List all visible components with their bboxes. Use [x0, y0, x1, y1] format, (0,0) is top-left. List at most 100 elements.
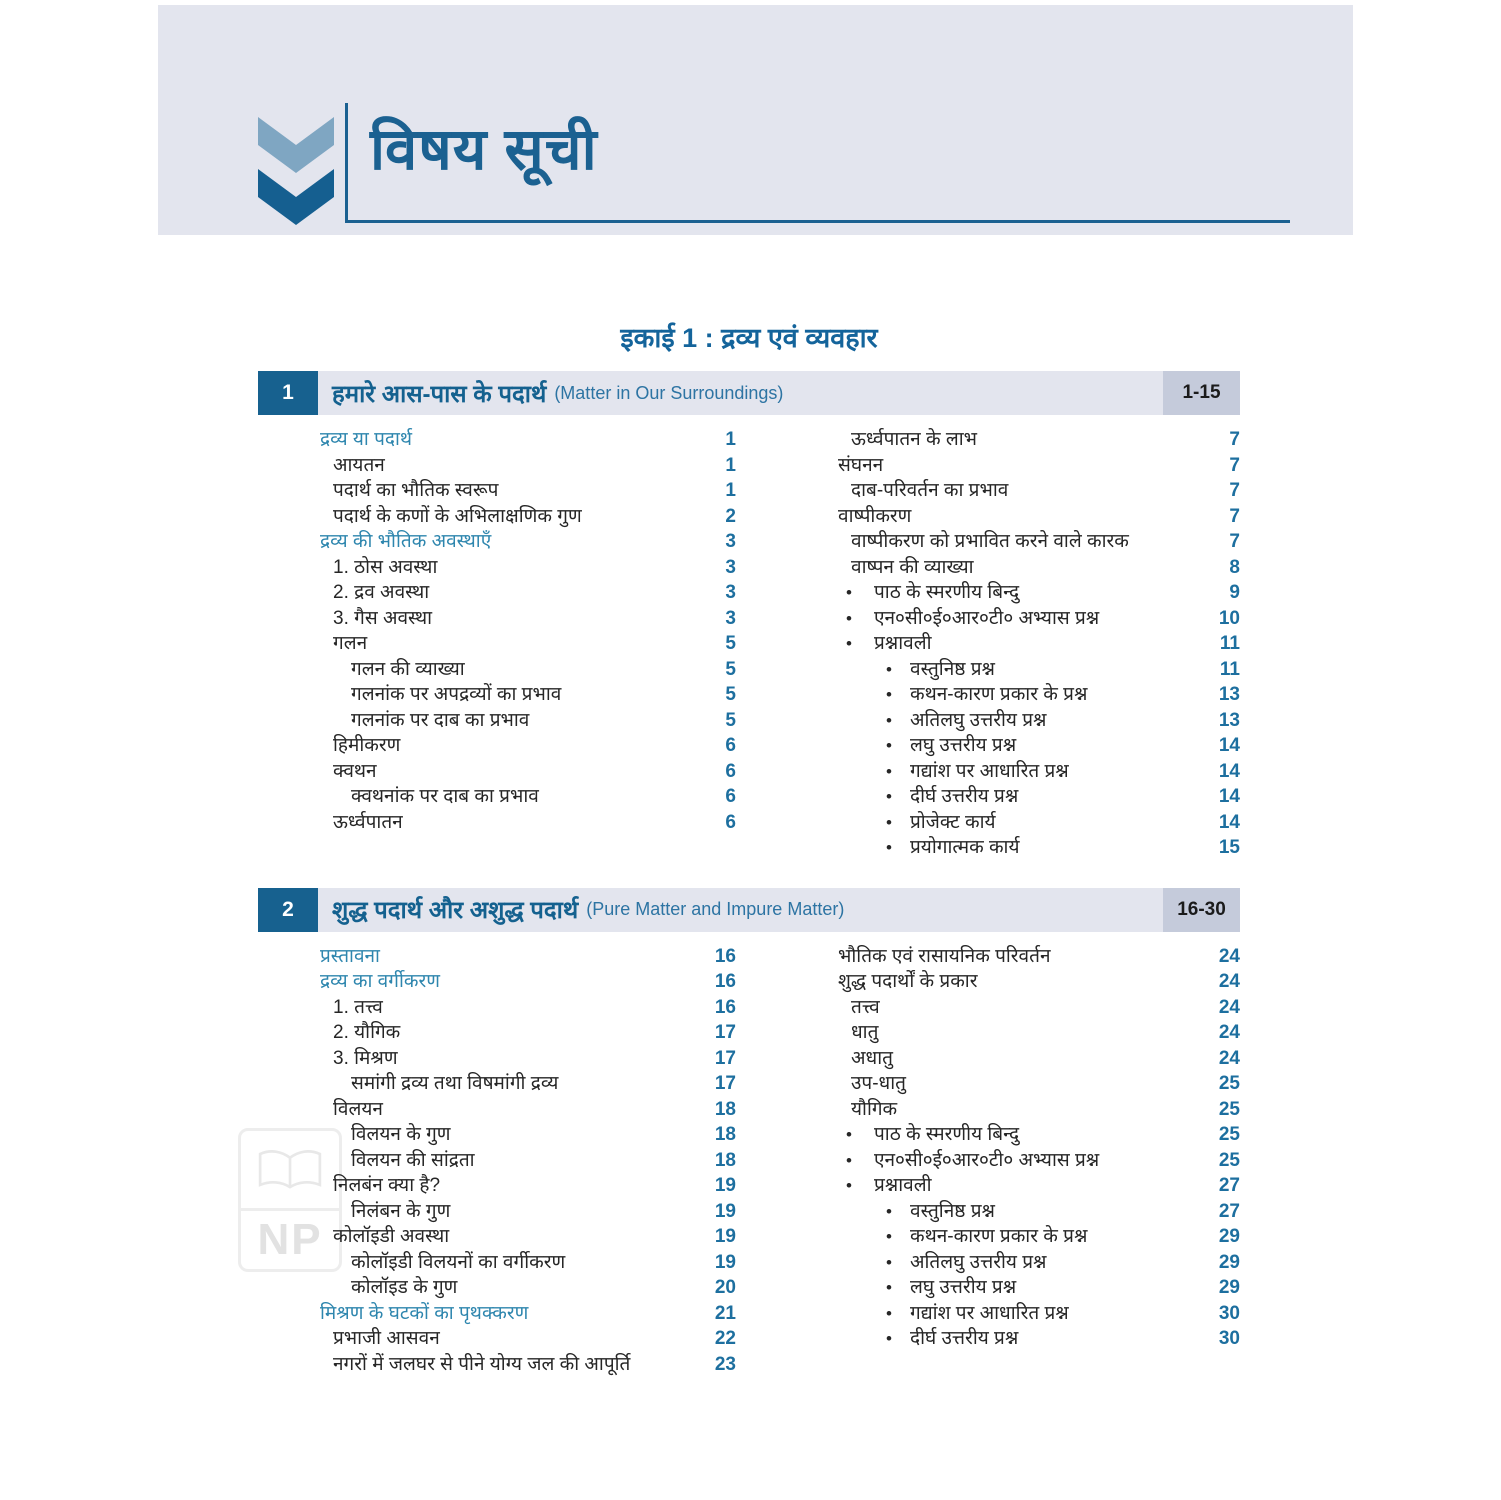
- entry-page: 18: [714, 1149, 736, 1171]
- entry-page: 17: [714, 1073, 736, 1094]
- toc-entry: 2. यौगिक 17: [320, 1020, 736, 1046]
- toc-entry: गलनांक पर दाब का प्रभाव 5: [320, 708, 736, 734]
- entry-label: शुद्ध पदार्थों के प्रकार: [838, 971, 978, 992]
- toc-entry: द्रव्य का वर्गीकरण 16: [320, 969, 736, 995]
- chapter-title-english: (Pure Matter and Impure Matter): [586, 899, 845, 919]
- entry-label: निलंबन के गुण: [351, 1200, 451, 1222]
- bullet-icon: •: [886, 710, 892, 730]
- entry-label: कोलॉइडी विलयनों का वर्गीकरण: [351, 1251, 566, 1273]
- toc-entry: • लघु उत्तरीय प्रश्न 14: [838, 733, 1240, 759]
- entry-page: 23: [714, 1353, 736, 1375]
- entry-page: 1: [725, 429, 736, 450]
- entry-page: 6: [725, 811, 736, 833]
- toc-entry: विलयन के गुण 18: [320, 1122, 736, 1148]
- entry-label: हिमीकरण: [333, 735, 401, 756]
- entry-page: 3: [725, 607, 736, 629]
- entry-page: 7: [1229, 480, 1240, 501]
- toc-columns: द्रव्य या पदार्थ 1 आयतन 1 पदार्थ का भौति…: [258, 427, 1240, 861]
- publisher-watermark: NP: [238, 1128, 342, 1272]
- entry-page: 7: [1229, 454, 1240, 476]
- open-book-icon: [241, 1131, 339, 1211]
- entry-page: 5: [725, 633, 736, 654]
- bullet-icon: •: [886, 1329, 892, 1348]
- entry-page: 19: [714, 1175, 736, 1196]
- bullet-icon: •: [846, 583, 852, 602]
- entry-label: दाब-परिवर्तन का प्रभाव: [851, 480, 1009, 501]
- bullet-icon: •: [886, 1252, 892, 1272]
- watermark-text: NP: [257, 1215, 323, 1264]
- entry-label: प्रोजेक्ट कार्य: [910, 811, 996, 833]
- toc-entry: 1. ठोस अवस्था 3: [320, 555, 736, 581]
- entry-page: 18: [714, 1124, 736, 1145]
- entry-page: 1: [725, 454, 736, 476]
- entry-page: 25: [1218, 1149, 1240, 1171]
- entry-page: 14: [1218, 760, 1240, 782]
- entry-page: 14: [1218, 786, 1240, 807]
- entry-label: प्रभाजी आसवन: [333, 1328, 440, 1349]
- entry-label: पाठ के स्मरणीय बिन्दु: [874, 1124, 1020, 1145]
- entry-label: कोलॉइड के गुण: [351, 1277, 458, 1298]
- entry-label: ऊर्ध्वपातन: [333, 811, 403, 833]
- entry-label: विलयन की सांद्रता: [351, 1149, 475, 1171]
- entry-label: क्वथनांक पर दाब का प्रभाव: [351, 786, 539, 807]
- toc-entry: प्रभाजी आसवन 22: [320, 1326, 736, 1352]
- entry-label: अतिलघु उत्तरीय प्रश्न: [910, 1251, 1047, 1273]
- entry-label: दीर्घ उत्तरीय प्रश्न: [910, 786, 1019, 807]
- toc-entry: 1. तत्त्व 16: [320, 995, 736, 1021]
- entry-page: 16: [714, 945, 736, 967]
- chapter-bar: 2 शुद्ध पदार्थ और अशुद्ध पदार्थ (Pure Ma…: [258, 887, 1240, 932]
- toc-entry: निलबंन क्या है? 19: [320, 1173, 736, 1199]
- toc-entry: • प्रश्नावली 11: [838, 631, 1240, 657]
- entry-page: 11: [1219, 658, 1240, 680]
- title-rule-horizontal: [345, 220, 1290, 223]
- entry-label: एन०सी०ई०आर०टी० अभ्यास प्रश्न: [874, 1149, 1100, 1171]
- entry-label: गद्यांश पर आधारित प्रश्न: [910, 760, 1069, 782]
- toc-entry: विलयन 18: [320, 1097, 736, 1123]
- toc-entry: • पाठ के स्मरणीय बिन्दु 9: [838, 580, 1240, 606]
- entry-label: आयतन: [333, 454, 385, 476]
- entry-label: एन०सी०ई०आर०टी० अभ्यास प्रश्न: [874, 607, 1100, 629]
- entry-label: गलन की व्याख्या: [351, 658, 465, 680]
- toc-entry: • अतिलघु उत्तरीय प्रश्न 29: [838, 1250, 1240, 1276]
- bullet-icon: •: [886, 787, 892, 806]
- entry-page: 29: [1218, 1277, 1240, 1298]
- entry-label: 2. यौगिक: [333, 1022, 401, 1043]
- toc-entry: कोलॉइडी अवस्था 19: [320, 1224, 736, 1250]
- entry-label: वस्तुनिष्ठ प्रश्न: [910, 1200, 995, 1222]
- toc-entry: धातु 24: [838, 1020, 1240, 1046]
- bullet-icon: •: [846, 1150, 852, 1170]
- entry-page: 14: [1218, 811, 1240, 833]
- entry-label: 1. तत्त्व: [333, 996, 383, 1018]
- entry-label: तत्त्व: [851, 996, 880, 1018]
- toc-entry: • अतिलघु उत्तरीय प्रश्न 13: [838, 708, 1240, 734]
- double-chevron-logo-icon: [258, 117, 334, 225]
- toc-column-right: भौतिक एवं रासायनिक परिवर्तन 24 शुद्ध पदा…: [838, 944, 1240, 1378]
- chapters: 1 हमारे आस-पास के पदार्थ (Matter in Our …: [258, 371, 1240, 1377]
- toc-entry: • पाठ के स्मरणीय बिन्दु 25: [838, 1122, 1240, 1148]
- toc-entry: 2. द्रव अवस्था 3: [320, 580, 736, 606]
- entry-label: निलबंन क्या है?: [333, 1175, 441, 1196]
- entry-page: 5: [725, 658, 736, 680]
- toc-entry: पदार्थ के कणों के अभिलाक्षणिक गुण 2: [320, 504, 736, 530]
- entry-page: 19: [714, 1200, 736, 1222]
- toc-entry: समांगी द्रव्य तथा विषमांगी द्रव्य 17: [320, 1071, 736, 1097]
- entry-page: 16: [714, 971, 736, 992]
- chapter-section: 2 शुद्ध पदार्थ और अशुद्ध पदार्थ (Pure Ma…: [258, 887, 1240, 1378]
- chapter-title: हमारे आस-पास के पदार्थ (Matter in Our Su…: [318, 371, 1163, 415]
- entry-label: लघु उत्तरीय प्रश्न: [910, 1277, 1017, 1298]
- entry-label: प्रयोगात्मक कार्य: [910, 837, 1020, 858]
- entry-page: 29: [1218, 1251, 1240, 1273]
- bullet-icon: •: [886, 1278, 892, 1297]
- entry-label: मिश्रण के घटकों का पृथक्करण: [320, 1302, 529, 1324]
- entry-page: 30: [1218, 1328, 1240, 1349]
- toc-entry: वाष्पन की व्याख्या 8: [838, 555, 1240, 581]
- entry-page: 24: [1218, 1047, 1240, 1069]
- entry-page: 16: [714, 996, 736, 1018]
- bullet-icon: •: [886, 761, 892, 781]
- chapter-title: शुद्ध पदार्थ और अशुद्ध पदार्थ (Pure Matt…: [318, 888, 1163, 932]
- entry-page: 24: [1218, 945, 1240, 967]
- toc-entry: दाब-परिवर्तन का प्रभाव 7: [838, 478, 1240, 504]
- entry-page: 6: [725, 760, 736, 782]
- entry-page: 7: [1229, 505, 1240, 527]
